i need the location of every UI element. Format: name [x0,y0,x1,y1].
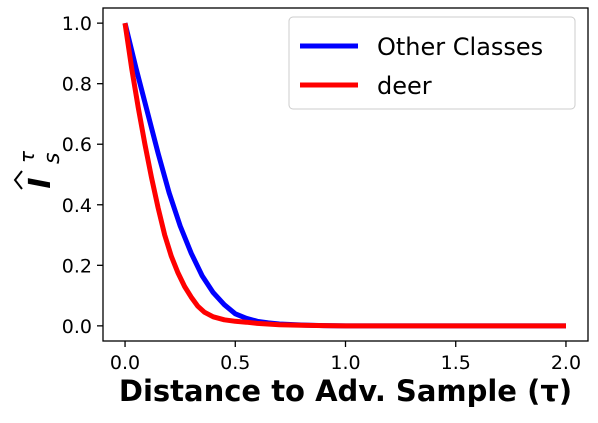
x-tick-label: 0.0 [110,352,140,374]
x-tick-label: 0.5 [220,352,250,374]
x-tick-label: 1.5 [441,352,471,374]
y-axis-title: I τ s [13,150,65,190]
x-axis-title: Distance to Adv. Sample (τ) [119,374,572,408]
y-axis-superscript: τ [15,150,39,163]
x-axis-ticks: 0.0 0.5 1.0 1.5 2.0 [110,341,581,374]
y-axis-symbol: I [23,177,58,188]
legend-label-deer: deer [377,72,432,100]
y-tick-label: 0.6 [62,134,92,156]
series-line-deer [122,22,566,329]
y-tick-label: 0.4 [62,195,92,217]
x-tick-label: 1.0 [330,352,360,374]
series-layer [122,22,566,329]
y-tick-label: 0.2 [62,255,92,277]
x-tick-label: 2.0 [551,352,581,374]
legend-box [288,16,576,110]
plot-frame [102,7,589,342]
legend: Other Classes deer [288,16,576,110]
y-tick-label: 1.0 [62,13,92,35]
y-axis-hat [13,170,23,190]
y-axis-ticks: 0.0 0.2 0.4 0.6 0.8 1.0 [62,13,103,338]
y-tick-label: 0.8 [62,74,92,96]
y-tick-label: 0.0 [62,316,92,338]
y-axis-subscript: s [40,153,65,164]
legend-label-other-classes: Other Classes [377,33,543,61]
